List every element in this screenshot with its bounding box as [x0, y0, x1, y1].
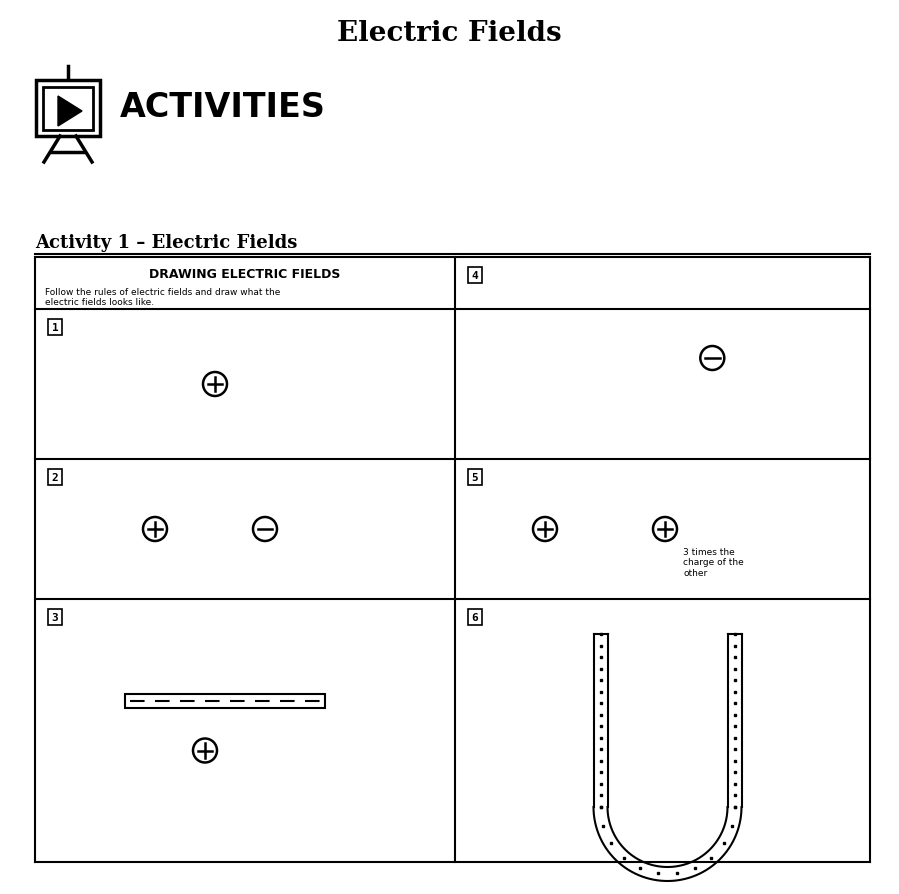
Bar: [125, 694, 325, 708]
Text: 6: 6: [472, 612, 478, 622]
Bar: [36, 81, 100, 137]
Text: 3: 3: [51, 612, 58, 622]
Polygon shape: [58, 97, 82, 127]
Text: 2: 2: [51, 472, 58, 483]
Text: 5: 5: [472, 472, 478, 483]
Bar: [43, 88, 93, 131]
Text: DRAWING ELECTRIC FIELDS: DRAWING ELECTRIC FIELDS: [149, 267, 341, 280]
Text: Follow the rules of electric fields and draw what the
electric fields looks like: Follow the rules of electric fields and …: [45, 288, 280, 307]
Text: Electric Fields: Electric Fields: [337, 20, 561, 46]
Text: Activity 1 – Electric Fields: Activity 1 – Electric Fields: [35, 233, 298, 252]
Text: 3 times the
charge of the
other: 3 times the charge of the other: [683, 547, 743, 578]
Text: ACTIVITIES: ACTIVITIES: [120, 90, 325, 123]
Text: 4: 4: [472, 271, 478, 281]
Text: 1: 1: [51, 323, 58, 333]
